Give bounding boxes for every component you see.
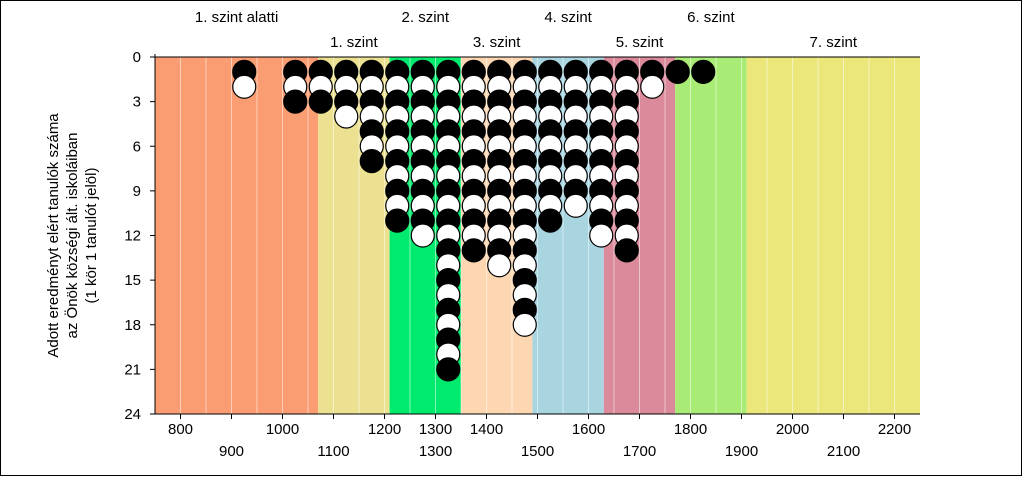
student-dot bbox=[538, 208, 563, 233]
student-dot bbox=[410, 223, 435, 248]
x-tick-label: 900 bbox=[219, 443, 244, 460]
student-dot bbox=[283, 89, 308, 114]
student-dot bbox=[589, 223, 614, 248]
x-tick-label: 1300 bbox=[419, 443, 452, 460]
y-tick-label: 24 bbox=[124, 406, 141, 423]
level-label-5: 4. szint bbox=[544, 9, 592, 26]
x-tick-label: 1500 bbox=[521, 443, 554, 460]
y-tick-label: 18 bbox=[124, 317, 141, 334]
x-tick-label: 2000 bbox=[776, 421, 809, 438]
level-labels: 1. szint alatti 1. szint 2. szint 3. szint 4… bbox=[195, 9, 858, 51]
level-band-1 bbox=[155, 57, 319, 414]
y-tick-label: 6 bbox=[133, 138, 141, 155]
student-dot bbox=[563, 193, 588, 218]
level-label-6: 5. szint bbox=[616, 34, 664, 51]
x-tick-label: 1400 bbox=[470, 421, 503, 438]
student-dot bbox=[385, 208, 410, 233]
student-dot bbox=[512, 312, 537, 337]
x-tick-label: 2200 bbox=[878, 421, 911, 438]
y-tick-label: 21 bbox=[124, 361, 141, 378]
x-tick-label: 1900 bbox=[725, 443, 758, 460]
x-tick-label: 2100 bbox=[827, 443, 860, 460]
student-dot bbox=[232, 74, 257, 99]
y-tick-label: 15 bbox=[124, 272, 141, 289]
y-axis-title: Adott eredményt elért tanulók száma az Ön… bbox=[45, 113, 100, 358]
student-dot bbox=[487, 253, 512, 278]
student-dot bbox=[436, 357, 461, 382]
y-axis-title-line: Adott eredményt elért tanulók száma bbox=[45, 113, 62, 358]
student-dots bbox=[232, 59, 716, 382]
level-label-7: 6. szint bbox=[687, 9, 735, 26]
y-tick-label: 3 bbox=[133, 94, 141, 111]
x-tick-label: 1000 bbox=[266, 421, 299, 438]
x-tick-label: 1600 bbox=[572, 421, 605, 438]
x-tick-label: 1200 bbox=[368, 421, 401, 438]
x-tick-label: 800 bbox=[168, 421, 193, 438]
student-dot bbox=[359, 149, 384, 174]
student-dot bbox=[691, 59, 716, 84]
student-dot bbox=[461, 238, 486, 263]
level-label-2: 1. szint bbox=[330, 34, 378, 51]
level-label-3: 2. szint bbox=[402, 9, 450, 26]
y-axis-title-line: (1 kör 1 tanulót jelöl) bbox=[83, 168, 100, 304]
y-axis-title-line: az Önök községi ált. iskoláiban bbox=[63, 133, 81, 339]
student-dot bbox=[665, 59, 690, 84]
y-tick-label: 12 bbox=[124, 228, 141, 245]
level-label-8: 7. szint bbox=[810, 34, 858, 51]
student-dot bbox=[614, 238, 639, 263]
level-label-4: 3. szint bbox=[473, 34, 521, 51]
x-tick-label: 1800 bbox=[674, 421, 707, 438]
axes: 0 3 6 9 12 15 18 21 24 800 1000 1200 1300 1400 1600 180… bbox=[124, 49, 920, 460]
x-tick-label: 1100 bbox=[317, 443, 349, 460]
student-dot bbox=[308, 89, 333, 114]
x-tick-label: 1700 bbox=[623, 443, 656, 460]
level-band-7 bbox=[675, 57, 747, 414]
y-tick-label: 9 bbox=[133, 183, 141, 200]
student-dot bbox=[640, 74, 665, 99]
student-dot bbox=[334, 104, 359, 129]
grid-lines bbox=[180, 57, 895, 414]
y-tick-label: 0 bbox=[133, 49, 141, 66]
level-band-8 bbox=[746, 57, 920, 414]
x-tick-label: 1300 bbox=[419, 421, 452, 438]
level-label-1: 1. szint alatti bbox=[195, 9, 278, 26]
